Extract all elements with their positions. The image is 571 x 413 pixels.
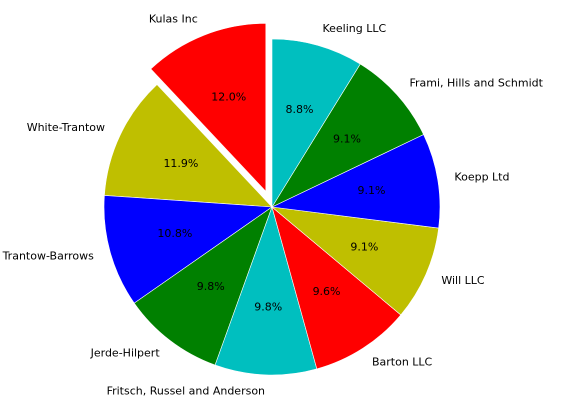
slice-category-label: White-Trantow — [27, 121, 105, 134]
slice-category-label: Frami, Hills and Schmidt — [409, 76, 543, 89]
pie-slice — [271, 206, 402, 370]
slice-value-label: 10.8% — [157, 227, 192, 240]
slice-category-label: Kulas Inc — [149, 13, 198, 26]
slice-value-label: 9.8% — [254, 301, 282, 314]
slice-category-label: Koepp Ltd — [454, 171, 509, 184]
slice-value-label: 9.6% — [313, 285, 341, 298]
pie-slice — [104, 84, 273, 208]
slice-category-label: Barton LLC — [372, 355, 433, 368]
pie-slice — [150, 23, 267, 193]
slice-value-label: 11.9% — [163, 157, 198, 170]
slice-value-label: 8.8% — [286, 103, 314, 116]
slice-category-label: Fritsch, Russel and Anderson — [107, 385, 265, 398]
slice-category-label: Will LLC — [441, 274, 485, 287]
slice-value-label: 9.8% — [197, 280, 225, 293]
pie-slice — [271, 63, 424, 208]
slice-value-label: 9.1% — [350, 240, 378, 253]
slice-category-label: Trantow-Barrows — [2, 249, 95, 262]
pie-slice — [271, 38, 361, 209]
slice-category-label: Jerde-Hilpert — [90, 347, 161, 360]
slice-value-label: 12.0% — [211, 91, 246, 104]
pie-slice — [133, 206, 273, 366]
pie-slice — [270, 134, 441, 229]
slice-category-label: Keeling LLC — [322, 22, 386, 35]
pie-slice — [214, 206, 318, 376]
slice-value-label: 9.1% — [333, 133, 361, 146]
pie-slice — [271, 206, 440, 316]
pie-slice — [103, 195, 273, 304]
slice-value-label: 9.1% — [358, 184, 386, 197]
